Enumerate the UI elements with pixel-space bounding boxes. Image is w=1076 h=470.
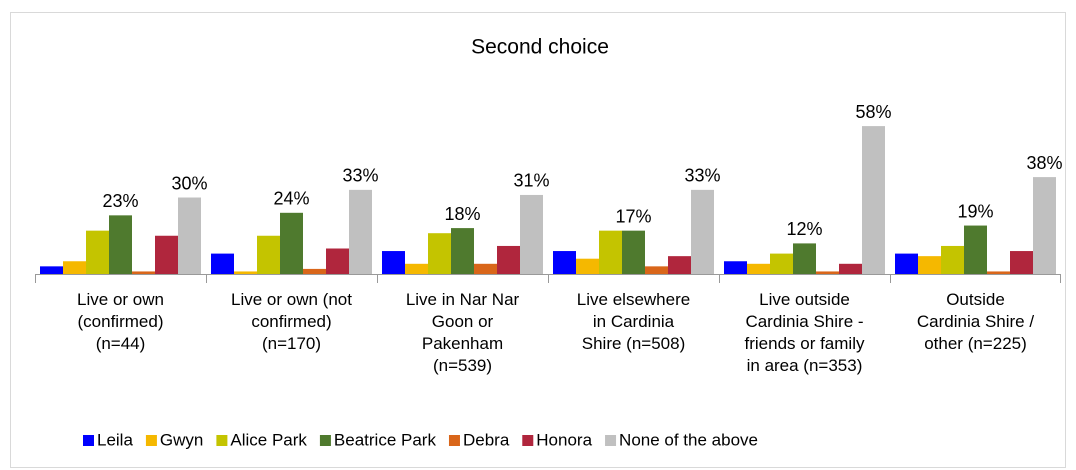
bar [234,271,257,274]
bar [964,225,987,274]
bar [770,253,793,274]
bar [497,245,520,274]
bar [257,235,280,274]
legend-swatch [448,435,460,446]
legend-label: Gwyn [160,430,203,449]
bar [86,230,109,274]
legend-label: Honora [536,430,592,449]
legend-label: None of the above [619,430,758,449]
bar [599,230,622,274]
legend-label: Beatrice Park [334,430,437,449]
bar [747,263,770,274]
data-label: 17% [615,206,651,226]
legend-label: Leila [97,430,133,449]
data-label: 38% [1026,153,1062,173]
legend-swatch [319,435,331,446]
bar [520,194,543,274]
legend-swatch [605,435,617,446]
data-label: 58% [855,102,891,122]
bar [941,245,964,274]
x-tick-label: Live or own (confirmed) (n=44) [77,290,164,353]
x-tick-label: Live elsewhere in Cardinia Shire (n=508) [576,290,691,353]
data-label: 33% [342,166,378,186]
bar [109,215,132,274]
data-label: 30% [171,173,207,193]
bar [405,263,428,274]
bar [1010,251,1033,274]
data-label: 12% [786,219,822,239]
legend-swatch [216,435,228,446]
bar [816,271,839,274]
bar [303,268,326,274]
bar [622,230,645,274]
bar [349,189,372,274]
bar [895,253,918,274]
bar [451,228,474,274]
bar [474,263,497,274]
bar [839,263,862,274]
legend-swatch [522,435,534,446]
bar [63,261,86,274]
bar [918,256,941,274]
x-tick-label: Live outside Cardinia Shire - friends or… [744,290,865,375]
bar [793,243,816,274]
data-label: 24% [273,189,309,209]
legend-swatch [145,435,157,446]
x-tick-label: Outside Cardinia Shire / other (n=225) [916,290,1035,353]
bar [1033,177,1056,274]
bar [576,258,599,274]
bar [987,271,1010,274]
chart-title: Second choice [471,36,609,59]
data-label: 23% [102,191,138,211]
bar [326,248,349,274]
bar [428,233,451,274]
x-tick-label: Live or own (not confirmed) (n=170) [231,290,352,353]
data-label: 19% [957,201,993,221]
bar [862,126,885,274]
bar [724,261,747,274]
bar [280,212,303,274]
legend-swatch [83,435,94,446]
data-label: 18% [444,204,480,224]
bar [382,251,405,274]
bar [178,197,201,274]
bar [211,253,234,274]
bar [553,251,576,274]
bar [645,266,668,274]
data-label: 31% [513,171,549,191]
bar [132,271,155,274]
data-label: 33% [684,166,720,186]
bar [40,266,63,274]
legend-label: Debra [463,430,510,449]
bar [668,256,691,274]
bar [155,235,178,274]
bar [691,189,714,274]
legend-label: Alice Park [230,430,307,449]
x-tick-label: Live in Nar Nar Goon or Pakenham (n=539) [405,290,520,375]
